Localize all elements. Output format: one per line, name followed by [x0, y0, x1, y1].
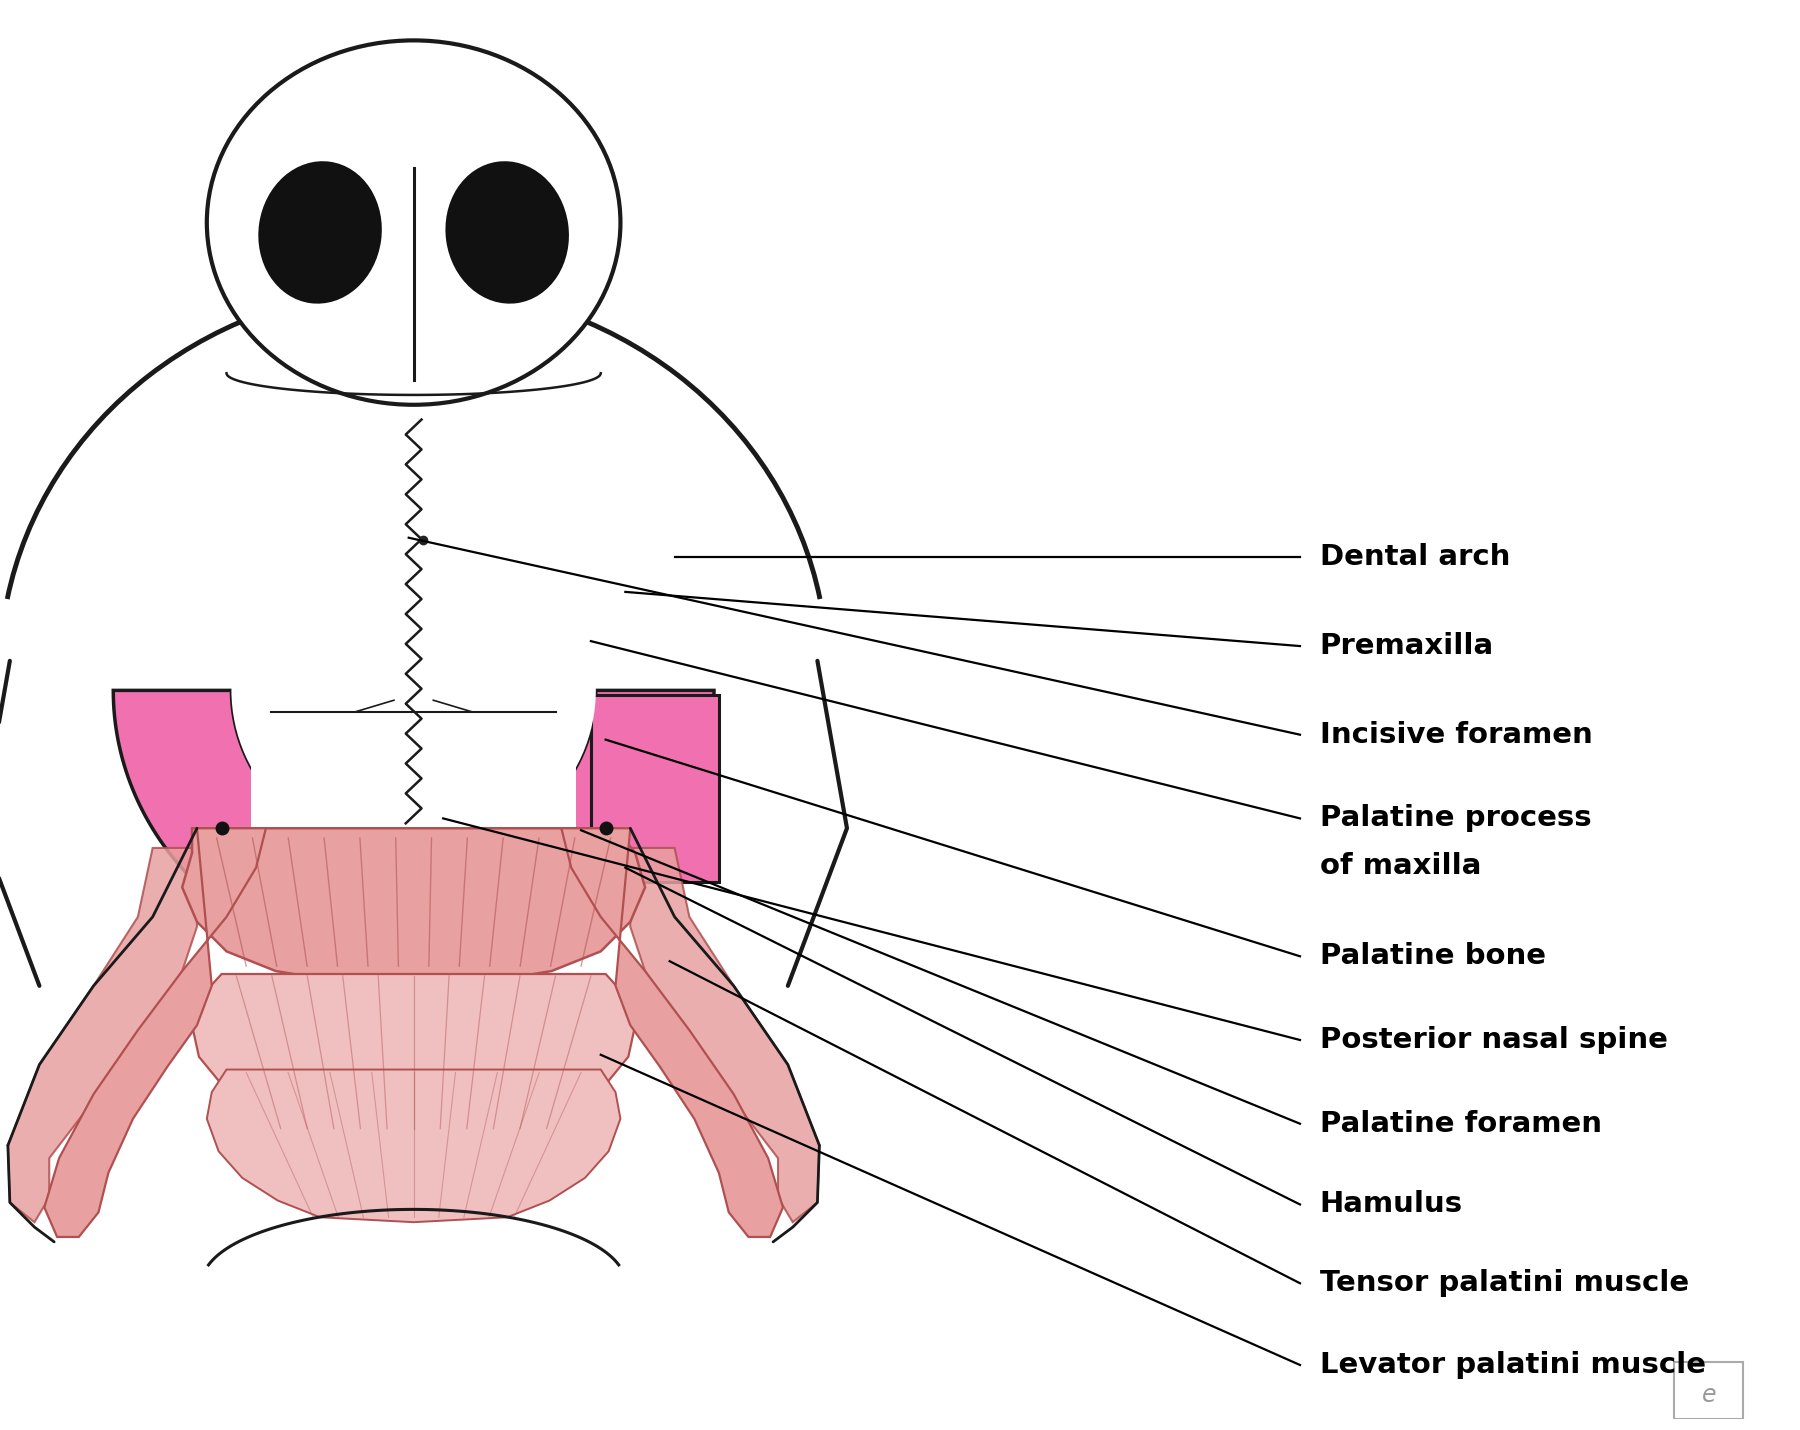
Polygon shape	[182, 828, 644, 985]
Text: Posterior nasal spine: Posterior nasal spine	[1319, 1025, 1667, 1054]
Text: Palatine foramen: Palatine foramen	[1319, 1110, 1602, 1138]
Text: Palatine bone: Palatine bone	[1319, 942, 1546, 971]
Ellipse shape	[445, 162, 569, 303]
Text: Incisive foramen: Incisive foramen	[1319, 721, 1593, 749]
Text: of maxilla: of maxilla	[1319, 852, 1481, 879]
Polygon shape	[207, 1070, 621, 1223]
Text: e: e	[1701, 1383, 1715, 1407]
Text: Dental arch: Dental arch	[1319, 543, 1510, 572]
Polygon shape	[630, 848, 819, 1223]
Ellipse shape	[232, 521, 596, 859]
Ellipse shape	[259, 162, 382, 303]
Polygon shape	[45, 828, 266, 1237]
Text: Levator palatini muscle: Levator palatini muscle	[1319, 1351, 1706, 1379]
Polygon shape	[193, 974, 635, 1138]
Text: Hamulus: Hamulus	[1319, 1190, 1463, 1218]
Polygon shape	[7, 848, 196, 1223]
Text: Premaxilla: Premaxilla	[1319, 632, 1494, 661]
Polygon shape	[562, 828, 783, 1237]
Text: Palatine process: Palatine process	[1319, 805, 1591, 832]
Ellipse shape	[207, 40, 621, 405]
Polygon shape	[113, 691, 715, 970]
Text: Tensor palatini muscle: Tensor palatini muscle	[1319, 1270, 1688, 1297]
Polygon shape	[252, 691, 576, 869]
Polygon shape	[590, 695, 718, 882]
